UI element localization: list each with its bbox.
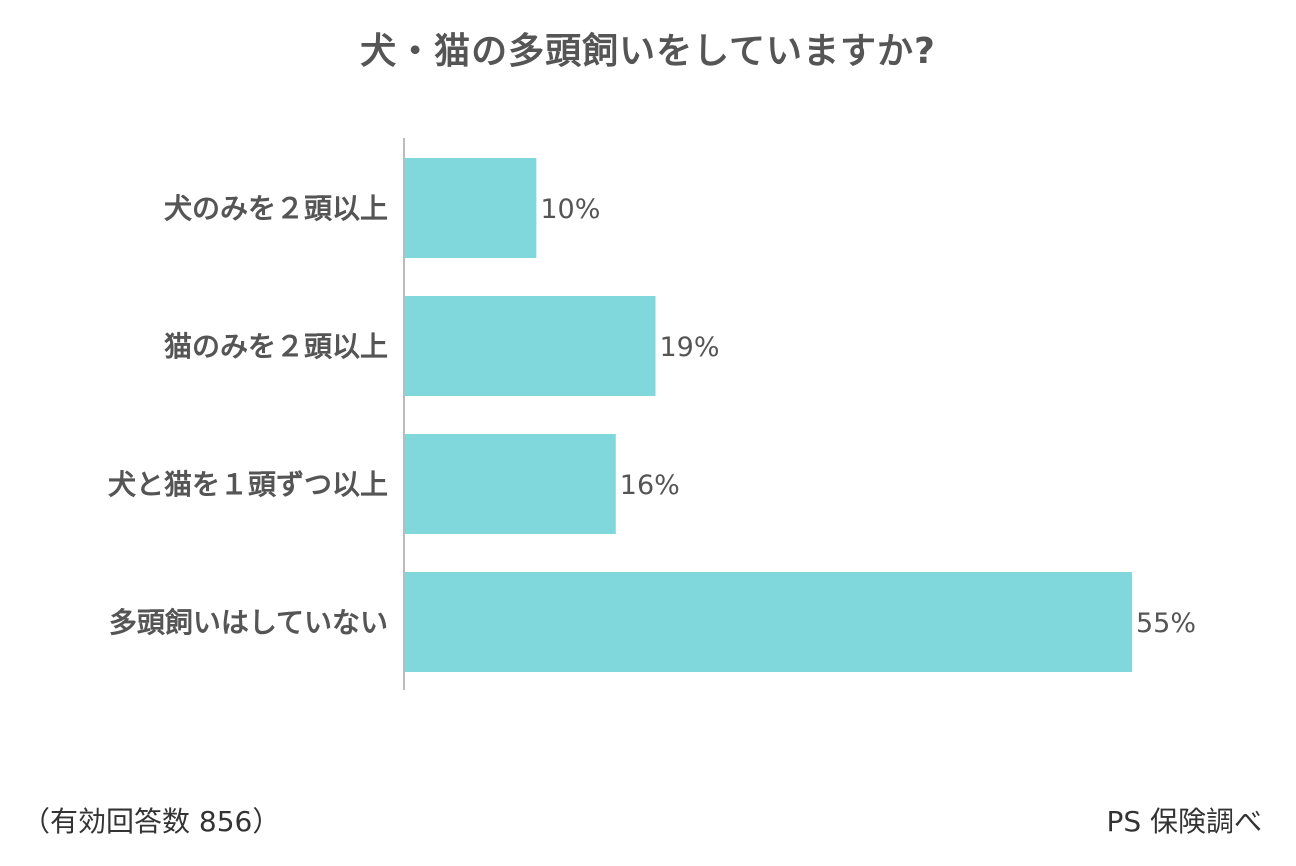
chart-title: 犬・猫の多頭飼いをしていますか?: [360, 31, 936, 72]
bar-1: [404, 158, 537, 258]
category-label-2: 猫のみを２頭以上: [164, 330, 388, 363]
value-label-1: 10%: [540, 194, 600, 225]
category-label-3: 犬と猫を１頭ずつ以上: [108, 468, 388, 501]
category-label-4: 多頭飼いはしていない: [109, 606, 388, 639]
bar-4: [404, 572, 1132, 672]
value-label-4: 55%: [1136, 608, 1196, 639]
bar-3: [404, 434, 616, 534]
source-note: PS 保険調べ: [1106, 805, 1262, 838]
category-label-1: 犬のみを２頭以上: [164, 192, 388, 225]
value-label-2: 19%: [659, 332, 719, 363]
bar-2: [404, 296, 656, 396]
response-count-note: （有効回答数 856）: [22, 805, 281, 838]
value-label-3: 16%: [620, 470, 680, 501]
